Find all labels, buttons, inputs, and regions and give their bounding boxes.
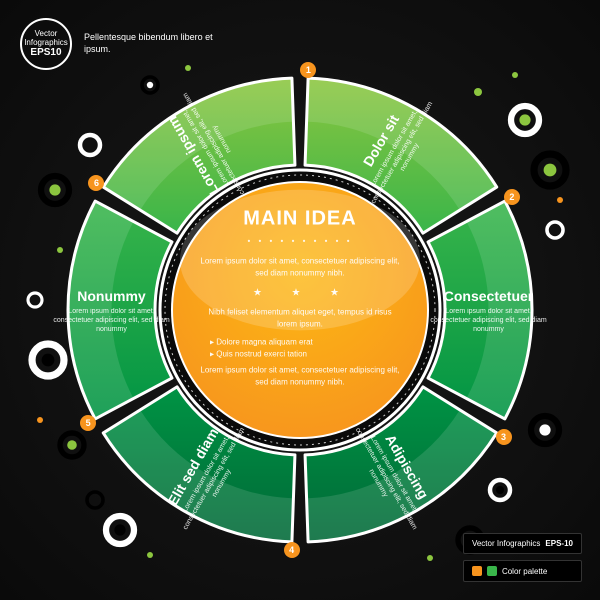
footer-badge-vector: Vector Infographics EPS-10 <box>463 533 582 554</box>
header-badge-eps: EPS10 <box>30 47 61 58</box>
footer-badge1-label: Vector Infographics <box>472 539 540 548</box>
header: Vector Infographics EPS10 Pellentesque b… <box>20 18 214 70</box>
header-badge-circle: Vector Infographics EPS10 <box>20 18 72 70</box>
header-badge-mid: Infographics <box>24 39 68 48</box>
center-para2: Nibh feliset elementum aliquet eget, tem… <box>198 307 402 331</box>
footer-badge1-eps: EPS-10 <box>545 539 573 548</box>
segment-badge-3: 3 <box>496 429 512 445</box>
center-bullets: Dolore magna aliquam erat Quis nostrud e… <box>210 337 390 361</box>
center-title: MAIN IDEA <box>180 208 420 231</box>
swatch-green <box>487 566 497 576</box>
center-dots: • • • • • • • • • • <box>180 237 420 246</box>
center-bullet-2: Quis nostrud exerci tation <box>210 349 390 361</box>
center-para3: Lorem ipsum dolor sit amet, consectetuer… <box>198 365 402 389</box>
segment-badge-5: 5 <box>80 415 96 431</box>
center-para1: Lorem ipsum dolor sit amet, consectetuer… <box>198 256 402 280</box>
footer-badge-palette: Color palette <box>463 560 582 582</box>
footer-badge2-label: Color palette <box>502 567 547 576</box>
center-body: Lorem ipsum dolor sit amet, consectetuer… <box>180 256 420 389</box>
center-stars: ★ ★ ★ <box>198 286 402 301</box>
center-bullet-1: Dolore magna aliquam erat <box>210 337 390 349</box>
header-text: Pellentesque bibendum libero et ipsum. <box>84 32 214 55</box>
swatch-orange <box>472 566 482 576</box>
segment-badge-4: 4 <box>284 542 300 558</box>
center-content: MAIN IDEA • • • • • • • • • • Lorem ipsu… <box>180 208 420 393</box>
infographic-stage: Vector Infographics EPS10 Pellentesque b… <box>0 0 600 600</box>
footer: Vector Infographics EPS-10 Color palette <box>463 533 582 582</box>
